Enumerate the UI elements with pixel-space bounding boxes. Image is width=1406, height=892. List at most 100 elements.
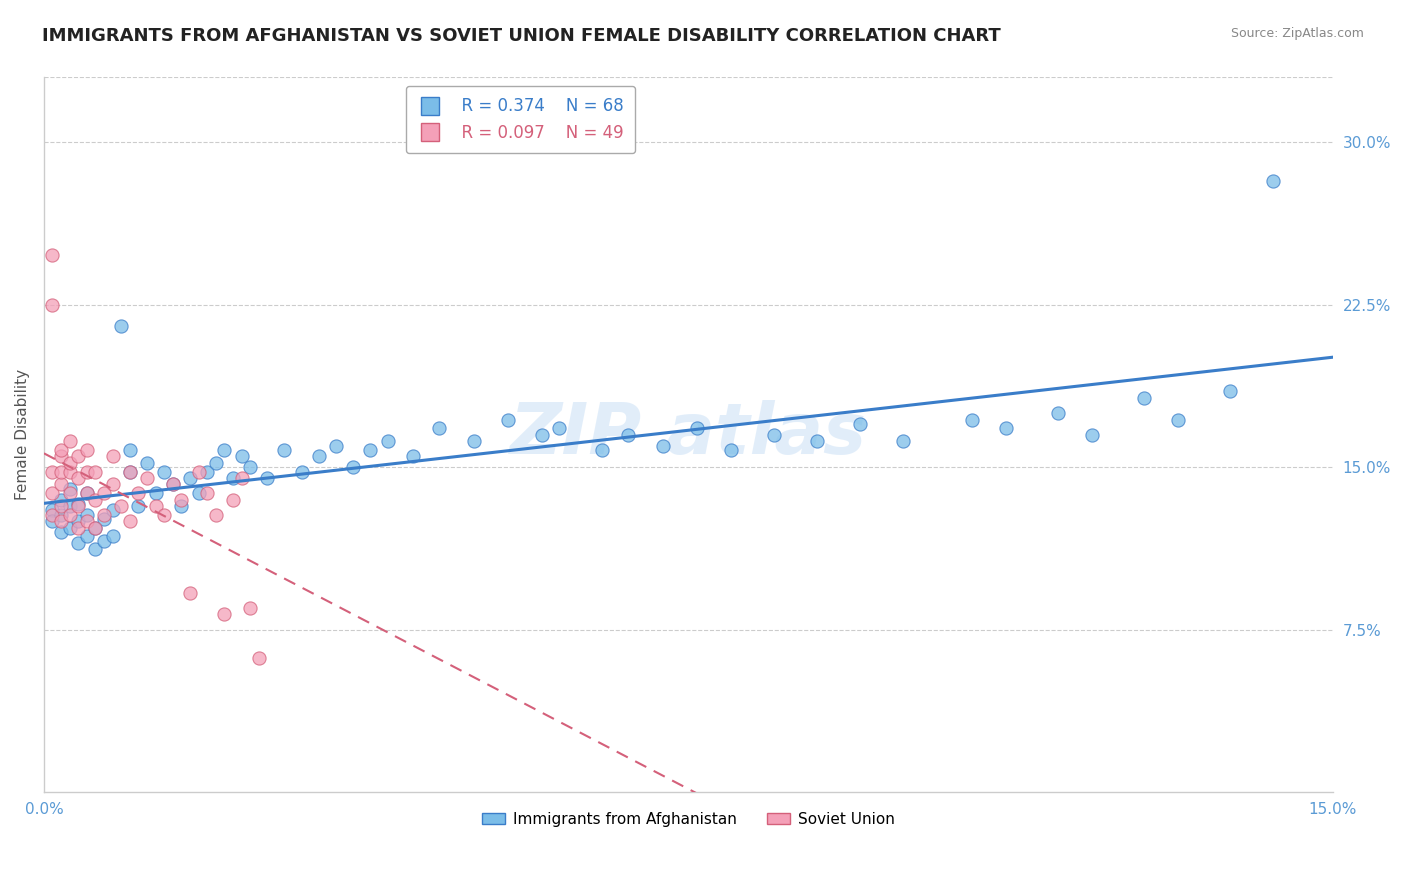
Point [291, 465, 314, 479]
Point [145, 486, 167, 500]
Y-axis label: Female Disability: Female Disability [15, 369, 30, 500]
Point [59, 434, 82, 449]
Point [686, 421, 709, 435]
Text: IMMIGRANTS FROM AFGHANISTAN VS SOVIET UNION FEMALE DISABILITY CORRELATION CHART: IMMIGRANTS FROM AFGHANISTAN VS SOVIET UN… [42, 27, 1001, 45]
Point [806, 434, 828, 449]
Point [49, 514, 72, 528]
Point [41, 514, 63, 528]
Point [153, 465, 176, 479]
Point [463, 434, 485, 449]
Point [49, 499, 72, 513]
Point [231, 471, 253, 485]
Point [359, 442, 381, 457]
Text: Source: ZipAtlas.com: Source: ZipAtlas.com [1230, 27, 1364, 40]
Point [891, 434, 914, 449]
Point [1046, 406, 1069, 420]
Point [145, 499, 167, 513]
Point [59, 499, 82, 513]
Point [187, 465, 209, 479]
Point [195, 486, 218, 500]
Point [76, 486, 98, 500]
Point [84, 521, 107, 535]
Point [531, 427, 554, 442]
Point [960, 412, 983, 426]
Point [222, 471, 245, 485]
Legend: Immigrants from Afghanistan, Soviet Union: Immigrants from Afghanistan, Soviet Unio… [474, 804, 903, 834]
Point [247, 650, 270, 665]
Point [76, 486, 98, 500]
Point [84, 521, 107, 535]
Point [59, 508, 82, 522]
Point [239, 460, 262, 475]
Point [763, 427, 786, 442]
Point [136, 471, 159, 485]
Point [187, 486, 209, 500]
Point [239, 601, 262, 615]
Point [118, 442, 141, 457]
Point [59, 465, 82, 479]
Point [76, 508, 98, 522]
Point [118, 514, 141, 528]
Point [118, 465, 141, 479]
Point [101, 529, 124, 543]
Point [49, 442, 72, 457]
Point [136, 456, 159, 470]
Point [59, 456, 82, 470]
Point [49, 477, 72, 491]
Point [84, 465, 107, 479]
Point [204, 456, 226, 470]
Point [49, 450, 72, 464]
Point [41, 508, 63, 522]
Point [67, 536, 90, 550]
Point [41, 248, 63, 262]
Point [41, 465, 63, 479]
Point [402, 450, 425, 464]
Point [127, 486, 149, 500]
Point [342, 460, 364, 475]
Point [49, 508, 72, 522]
Point [59, 482, 82, 496]
Point [162, 477, 184, 491]
Point [849, 417, 872, 431]
Point [93, 533, 115, 548]
Point [170, 492, 193, 507]
Point [231, 450, 253, 464]
Point [49, 465, 72, 479]
Point [256, 471, 278, 485]
Point [214, 442, 236, 457]
Point [162, 477, 184, 491]
Point [49, 525, 72, 540]
Point [101, 477, 124, 491]
Point [67, 471, 90, 485]
Point [41, 503, 63, 517]
Point [720, 442, 742, 457]
Point [59, 521, 82, 535]
Point [1132, 391, 1154, 405]
Point [179, 471, 201, 485]
Point [118, 465, 141, 479]
Point [93, 486, 115, 500]
Point [49, 492, 72, 507]
Point [153, 508, 176, 522]
Point [179, 586, 201, 600]
Point [93, 508, 115, 522]
Point [427, 421, 450, 435]
Point [93, 512, 115, 526]
Point [76, 442, 98, 457]
Point [377, 434, 399, 449]
Point [101, 503, 124, 517]
Point [76, 514, 98, 528]
Point [325, 438, 347, 452]
Point [59, 486, 82, 500]
Point [67, 497, 90, 511]
Point [222, 492, 245, 507]
Point [995, 421, 1018, 435]
Point [67, 514, 90, 528]
Point [204, 508, 226, 522]
Point [1167, 412, 1189, 426]
Point [170, 499, 193, 513]
Point [273, 442, 295, 457]
Point [76, 465, 98, 479]
Point [195, 465, 218, 479]
Point [127, 499, 149, 513]
